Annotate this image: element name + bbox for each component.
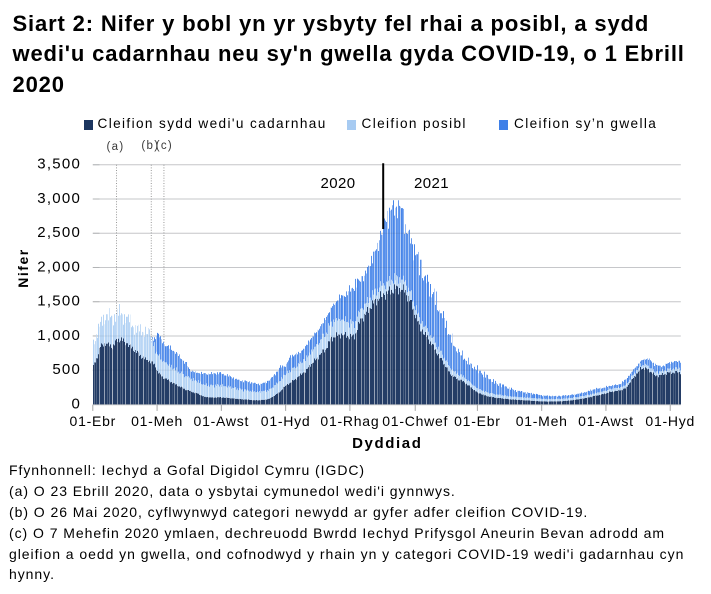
svg-text:2020: 2020 bbox=[321, 175, 356, 192]
svg-text:2021: 2021 bbox=[414, 175, 449, 192]
svg-text:01-Ebr: 01-Ebr bbox=[454, 413, 501, 429]
svg-text:0: 0 bbox=[72, 395, 82, 412]
svg-text:1,000: 1,000 bbox=[37, 327, 81, 344]
svg-text:01-Hyd: 01-Hyd bbox=[645, 413, 695, 429]
svg-text:Dyddiad: Dyddiad bbox=[352, 435, 422, 452]
svg-text:3,000: 3,000 bbox=[37, 190, 81, 207]
svg-text:Nifer: Nifer bbox=[15, 248, 31, 287]
svg-text:01-Chwef: 01-Chwef bbox=[382, 413, 448, 429]
svg-text:01-Hyd: 01-Hyd bbox=[261, 413, 311, 429]
svg-text:01-Meh: 01-Meh bbox=[131, 413, 183, 429]
svg-text:3,500: 3,500 bbox=[37, 156, 81, 173]
svg-text:01-Ebr: 01-Ebr bbox=[70, 413, 117, 429]
svg-text:2,500: 2,500 bbox=[37, 224, 81, 241]
svg-text:01-Meh: 01-Meh bbox=[516, 413, 568, 429]
svg-text:01-Awst: 01-Awst bbox=[578, 413, 634, 429]
svg-text:01-Rhag: 01-Rhag bbox=[320, 413, 379, 429]
svg-text:500: 500 bbox=[52, 361, 81, 378]
svg-text:01-Awst: 01-Awst bbox=[194, 413, 250, 429]
svg-text:2,000: 2,000 bbox=[37, 258, 81, 275]
svg-text:1,500: 1,500 bbox=[37, 293, 81, 310]
